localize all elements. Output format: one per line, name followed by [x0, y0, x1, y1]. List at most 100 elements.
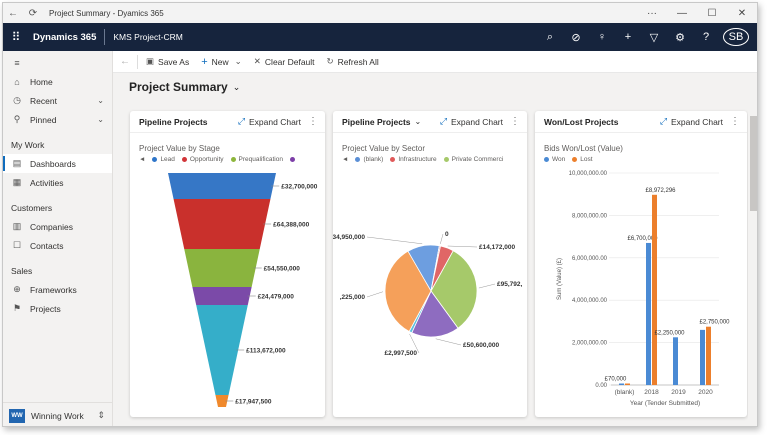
new-button[interactable]: + New ⌄: [201, 56, 242, 68]
help-icon[interactable]: ?: [702, 31, 710, 43]
card-title[interactable]: Pipeline Projects: [342, 116, 411, 127]
pie-data-label: £95,792,: [497, 281, 522, 288]
legend-item[interactable]: Lead: [160, 156, 175, 163]
legend-item[interactable]: (blank): [363, 156, 384, 163]
bar-data-label: £70,000: [605, 377, 627, 383]
pie-data-label: £14,172,000: [479, 244, 516, 251]
sidebar-item-companies[interactable]: ▥ Companies: [3, 217, 112, 236]
dashboard-icon: ▤: [12, 158, 22, 168]
sidebar-item-pinned[interactable]: ⚲ Pinned ⌄: [3, 110, 112, 129]
card-title[interactable]: Pipeline Projects: [139, 116, 208, 127]
more-options-icon[interactable]: ⋮: [510, 116, 520, 127]
bar-data-label: £2,250,000: [654, 330, 685, 336]
more-options-icon[interactable]: ⋮: [730, 116, 740, 127]
maximize-icon[interactable]: ☐: [707, 7, 717, 19]
sidebar-item-activities[interactable]: ▦ Activities: [3, 173, 112, 192]
expand-chart-button[interactable]: ⤢ Expand Chart: [440, 116, 503, 127]
legend-item[interactable]: Lost: [580, 156, 593, 163]
expand-chart-button[interactable]: ⤢ Expand Chart: [238, 116, 301, 127]
y-tick-label: 8,000,000.00: [572, 213, 608, 219]
save-as-button[interactable]: ▣ Save As: [146, 56, 189, 67]
pin-icon: ⚲: [13, 114, 21, 124]
lightbulb-icon[interactable]: ♀: [597, 31, 607, 43]
sidebar-item-dashboards[interactable]: ▤ Dashboards: [3, 154, 112, 173]
globe-icon: ⊕: [13, 284, 21, 294]
back-arrow-icon[interactable]: ←: [120, 56, 130, 67]
sidebar-item-frameworks[interactable]: ⊕ Frameworks: [3, 280, 112, 299]
section-customers: Customers: [11, 202, 53, 213]
chart-card-pipeline-stage: Pipeline Projects ⤢ Expand Chart ⋮ Projec…: [130, 111, 325, 417]
app-window: ← ⟳ Project Summary - Dyamics 365 ··· — …: [2, 2, 758, 427]
hamburger-menu[interactable]: ≡: [3, 53, 112, 72]
sidebar-item-recent[interactable]: ◷ Recent ⌄: [3, 91, 112, 110]
hamburger-icon: ≡: [14, 57, 20, 68]
area-switcher[interactable]: WW Winning Work ⇕: [3, 402, 113, 426]
sidebar-item-contacts[interactable]: ☐ Contacts: [3, 236, 112, 255]
avatar[interactable]: SB: [723, 28, 749, 46]
refresh-all-button[interactable]: ↻ Refresh All: [327, 56, 379, 67]
scrollbar-thumb[interactable]: [750, 116, 757, 211]
area-badge: WW: [9, 408, 25, 423]
app-launcher-icon[interactable]: ⠿: [11, 30, 21, 44]
switch-area-icon[interactable]: ⇕: [97, 410, 105, 420]
funnel-data-label: £17,947,500: [235, 399, 272, 406]
legend-item[interactable]: Opportunity: [189, 156, 224, 163]
bar-data-label: £6,700,000: [627, 236, 658, 242]
funnel-chart: £32,700,000 £64,388,000 £54,550,000 £24,479…: [168, 173, 318, 407]
settings-gear-icon[interactable]: ⚙: [675, 31, 685, 44]
card-title[interactable]: Won/Lost Projects: [544, 116, 619, 127]
chevron-down-icon[interactable]: ⌄: [232, 81, 241, 92]
x-tick-label: 2018: [644, 389, 659, 396]
pie-leader-line: [447, 245, 478, 248]
card-header: Pipeline Projects ⤢ Expand Chart ⋮: [130, 111, 325, 133]
funnel-data-label: £32,700,000: [281, 184, 318, 191]
home-icon: ⌂: [14, 76, 20, 87]
page-title-text: Project Summary: [129, 80, 228, 94]
chevron-down-icon[interactable]: ⌄: [97, 115, 104, 124]
sidebar-item-label: Projects: [30, 303, 61, 314]
more-options-icon[interactable]: ⋮: [308, 116, 318, 127]
expand-chart-button[interactable]: ⤢ Expand Chart: [660, 116, 723, 127]
legend-item[interactable]: Private Commerci: [451, 156, 504, 163]
activities-icon: ▦: [12, 177, 22, 187]
clear-default-button[interactable]: ✕ Clear Default: [254, 56, 315, 67]
add-icon[interactable]: +: [624, 31, 632, 43]
legend-item[interactable]: Prequalification: [238, 156, 283, 163]
top-nav: ⠿ Dynamics 365 KMS Project-CRM ⌕ ⊘ ♀ + ▽…: [3, 23, 757, 51]
search-icon[interactable]: ⌕: [546, 30, 554, 43]
refresh-icon[interactable]: ⟳: [28, 7, 38, 19]
task-icon[interactable]: ⊘: [571, 31, 581, 44]
bar: [619, 383, 624, 385]
app-name[interactable]: KMS Project-CRM: [113, 32, 183, 42]
sidebar-item-label: Dashboards: [30, 158, 76, 169]
y-tick-label: 2,000,000.00: [572, 341, 608, 347]
legend-item[interactable]: Won: [552, 156, 566, 163]
minimize-icon[interactable]: —: [677, 7, 687, 19]
chevron-down-icon[interactable]: ⌄: [234, 56, 242, 66]
pie-slice: [384, 250, 432, 333]
back-arrow-icon[interactable]: ←: [8, 7, 18, 19]
area-label: Winning Work: [31, 410, 84, 421]
legend-item[interactable]: Infrastructure: [398, 156, 437, 163]
chart-legend: Won Lost: [544, 156, 593, 163]
chevron-down-icon[interactable]: ⌄: [414, 117, 422, 126]
chevron-down-icon[interactable]: ⌄: [97, 96, 104, 105]
x-tick-label: (blank): [615, 389, 635, 396]
filter-icon[interactable]: ▽: [649, 31, 659, 44]
page-scrollbar[interactable]: [748, 106, 757, 426]
legend-prev-icon[interactable]: ◄: [139, 156, 146, 163]
page-title[interactable]: Project Summary ⌄: [129, 80, 240, 94]
save-as-icon: ▣: [146, 56, 155, 66]
bar: [625, 383, 630, 385]
pie-data-label: £34,950,000: [333, 234, 365, 241]
sidebar-item-home[interactable]: ⌂ Home: [3, 72, 112, 91]
brand-name[interactable]: Dynamics 365: [33, 31, 97, 43]
refresh-icon: ↻: [326, 56, 334, 66]
refresh-all-label: Refresh All: [337, 56, 379, 67]
new-label: New: [211, 56, 229, 67]
more-icon[interactable]: ···: [647, 7, 657, 19]
close-icon[interactable]: ✕: [737, 7, 747, 19]
sidebar-item-projects[interactable]: ⚑ Projects: [3, 299, 112, 318]
legend-prev-icon[interactable]: ◄: [342, 156, 349, 163]
pie-leader-line: [440, 233, 444, 244]
